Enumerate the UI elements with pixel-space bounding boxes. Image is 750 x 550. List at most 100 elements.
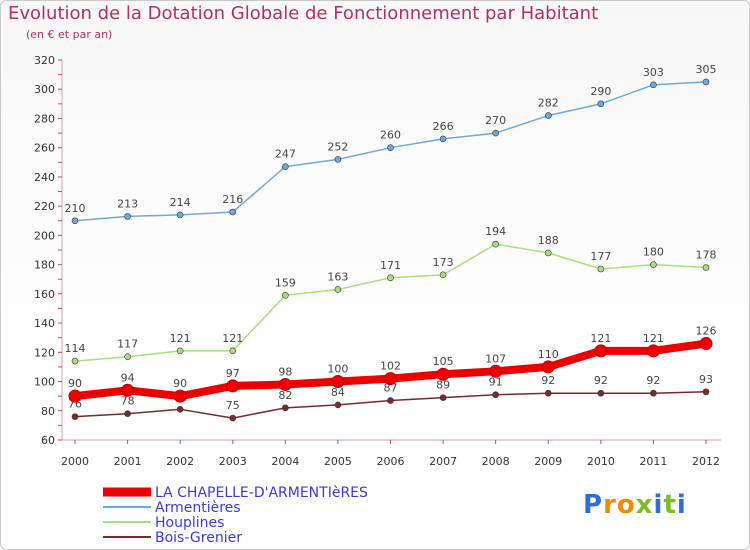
data-point	[68, 389, 82, 403]
data-point	[489, 364, 503, 378]
data-point	[436, 367, 450, 381]
data-point	[124, 213, 131, 220]
data-point	[229, 208, 237, 216]
data-label: 75	[226, 399, 240, 412]
data-label: 290	[590, 85, 611, 98]
data-point	[439, 394, 447, 401]
data-point	[176, 211, 184, 219]
x-tick-label: 2003	[219, 455, 247, 468]
x-tick-label: 2012	[692, 455, 720, 468]
y-tick-label: 220	[34, 200, 55, 213]
y-tick-label: 140	[34, 317, 55, 330]
data-point	[492, 391, 499, 398]
data-point	[387, 144, 394, 151]
data-point	[173, 389, 187, 403]
legend-label: Armentières	[155, 500, 241, 516]
data-label: 87	[384, 382, 398, 395]
data-label: 102	[380, 360, 401, 373]
x-tick-label: 2002	[166, 455, 194, 468]
y-tick-label: 160	[34, 288, 55, 301]
chart-subtitle: (en € et par an)	[26, 28, 113, 41]
data-point	[544, 112, 552, 119]
data-point	[544, 389, 552, 397]
y-tick-label: 260	[34, 142, 55, 155]
data-point	[384, 372, 397, 386]
data-point	[71, 413, 79, 420]
data-label: 171	[380, 259, 401, 272]
data-point	[702, 264, 710, 271]
data-label: 126	[696, 325, 717, 338]
y-tick-label: 300	[34, 83, 55, 96]
data-point	[226, 379, 240, 393]
data-label: 94	[121, 371, 135, 384]
data-point	[71, 217, 79, 225]
data-point	[650, 81, 657, 89]
data-label: 114	[65, 342, 86, 355]
data-label: 121	[643, 332, 664, 345]
y-tick-label: 280	[34, 112, 55, 125]
data-label: 78	[121, 395, 135, 408]
data-label: 173	[433, 256, 454, 269]
chart-title: Evolution de la Dotation Globale de Fonc…	[8, 3, 599, 24]
data-label: 121	[170, 332, 191, 345]
data-point	[124, 410, 131, 417]
data-point	[71, 357, 79, 365]
data-label: 266	[433, 120, 454, 133]
data-point	[439, 271, 447, 279]
data-point	[387, 397, 394, 404]
data-point	[229, 414, 237, 422]
data-point	[124, 353, 131, 360]
y-tick-label: 240	[34, 171, 55, 184]
logo-letter: t	[663, 490, 677, 520]
data-point	[646, 344, 660, 358]
data-label: 178	[696, 249, 717, 262]
data-point	[699, 337, 713, 351]
data-label: 247	[275, 148, 296, 161]
data-label: 260	[380, 129, 401, 142]
data-label: 107	[485, 352, 506, 365]
data-label: 91	[489, 376, 503, 389]
data-label: 188	[538, 234, 559, 247]
logo-letter: i	[676, 490, 687, 520]
x-tick-label: 2008	[482, 455, 510, 468]
x-tick-label: 2005	[324, 455, 352, 468]
legend-label: LA CHAPELLE-D'ARMENTIèRES	[155, 485, 368, 501]
data-label: 252	[327, 140, 348, 153]
x-tick-label: 2004	[271, 455, 299, 468]
data-point	[282, 292, 289, 299]
data-label: 303	[643, 66, 664, 79]
data-label: 213	[117, 197, 138, 210]
data-label: 210	[65, 202, 86, 215]
y-tick-label: 200	[34, 229, 55, 242]
data-label: 82	[278, 389, 292, 402]
x-tick-label: 2000	[61, 455, 89, 468]
data-point	[439, 135, 447, 143]
data-point	[597, 100, 605, 108]
data-point	[541, 360, 555, 374]
data-label: 92	[646, 374, 660, 387]
data-point	[334, 286, 342, 293]
data-label: 180	[643, 246, 664, 259]
data-label: 121	[222, 332, 243, 345]
data-label: 89	[436, 379, 450, 392]
y-tick-label: 80	[41, 405, 55, 418]
logo-letter: o	[616, 490, 636, 520]
data-point	[278, 377, 292, 391]
data-label: 100	[327, 363, 348, 376]
data-label: 194	[485, 225, 506, 238]
y-tick-label: 100	[34, 376, 55, 389]
data-point	[176, 406, 184, 413]
data-label: 163	[327, 270, 348, 283]
data-label: 97	[226, 367, 240, 380]
proxiti-logo: Proxiti	[583, 490, 687, 520]
data-label: 177	[590, 250, 611, 263]
data-label: 84	[331, 386, 345, 399]
data-point	[702, 388, 710, 396]
x-tick-label: 2010	[587, 455, 615, 468]
data-point	[229, 347, 237, 355]
data-label: 92	[541, 374, 555, 387]
x-tick-label: 2006	[377, 455, 405, 468]
data-label: 305	[696, 63, 717, 76]
